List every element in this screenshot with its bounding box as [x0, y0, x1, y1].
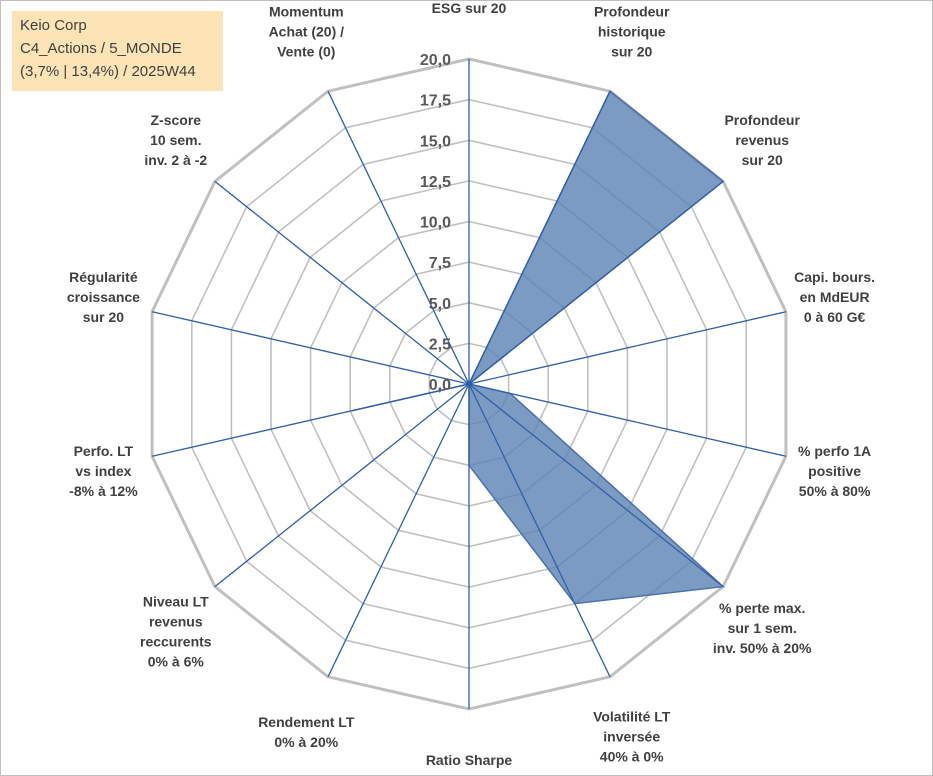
axis-spoke [468, 311, 787, 385]
axis-label-line: 0% à 20% [274, 734, 338, 750]
tick-label: 15,0 [420, 133, 451, 150]
tick-label: 2,5 [429, 336, 451, 353]
axis-label-line: Z-score [151, 112, 202, 128]
axis-spoke [214, 180, 470, 385]
axis-label-line: Niveau LT [143, 594, 209, 610]
axis-spoke [468, 383, 611, 678]
axis-label: Rendement LT 0% à 20% [258, 714, 355, 750]
tick-label: 10,0 [420, 215, 451, 232]
axis-spoke [468, 383, 787, 457]
axis-label-line: sur 1 sem. [728, 620, 797, 636]
axis-label-line: ESG sur 20 [432, 1, 507, 16]
axis-label: NoteESG sur 20 [432, 1, 507, 16]
radar-spokes [151, 59, 787, 709]
axis-label-line: 0 à 60 G€ [804, 309, 866, 325]
axis-label: Régularité croissance sur 20 [67, 269, 140, 325]
axis-label-line: -8% à 12% [69, 483, 138, 499]
axis-label-line: historique [598, 23, 666, 39]
axis-spoke [214, 383, 470, 588]
axis-label-line: Régularité [69, 269, 138, 285]
axis-label-line: Rendement LT [258, 714, 355, 730]
axis-label-line: croissance [67, 289, 140, 305]
axis-label-line: en MdEUR [800, 289, 870, 305]
axis-label: Profondeur revenus sur 20 [724, 112, 800, 168]
axis-label: % perte max. sur 1 sem. inv. 50% à 20% [713, 600, 812, 656]
axis-label-line: 40% à 0% [600, 749, 664, 765]
title-category: C4_Actions / 5_MONDE [20, 40, 182, 57]
axis-label-line: vs index [75, 463, 131, 479]
axis-label-line: 50% à 80% [799, 483, 871, 499]
axis-label-line: sur 20 [611, 43, 652, 59]
axis-label-line: reccurents [140, 634, 212, 650]
axis-label: % perfo 1A positive 50% à 80% [798, 443, 871, 499]
axis-label-line: Capi. bours. [794, 269, 875, 285]
radar-tick-labels: 0,0 2,5 5,0 7,5 10,0 12,5 15,0 17,5 20,0 [420, 52, 451, 394]
axis-label-line: Momentum [269, 3, 344, 19]
axis-label-line: Vente (0) [277, 43, 335, 59]
radar-axis-labels: NoteESG sur 20 Profondeur historique sur 20… [67, 1, 875, 775]
axis-spoke [468, 180, 724, 385]
axis-label-line: 0% à 6% [148, 654, 205, 670]
axis-label-line: revenus [735, 132, 789, 148]
axis-label: Profondeur historique sur 20 [594, 3, 670, 59]
tick-label: 17,5 [420, 93, 451, 110]
tick-label: 20,0 [420, 52, 451, 69]
axis-label-line: inv. 50% à 20% [713, 640, 812, 656]
axis-label-line: positive [808, 463, 861, 479]
axis-label-line: revenus [149, 614, 203, 630]
axis-label-line: Ratio Sharpe [426, 752, 513, 768]
axis-label: Momentum Achat (20) / Vente (0) [269, 3, 345, 59]
axis-spoke [151, 383, 470, 457]
axis-label-line: sur 20 [83, 309, 124, 325]
axis-spoke [468, 90, 611, 385]
title-stats: (3,7% | 13,4%) / 2025W44 [20, 63, 196, 80]
axis-label-line: Profondeur [594, 3, 670, 19]
tick-label: 0,0 [429, 377, 451, 394]
axis-label: Volatilité LT inversée 40% à 0% [593, 709, 671, 765]
axis-label-line: inv. 2 à -2 [144, 152, 207, 168]
axis-label-line: 0 à 1 [453, 772, 484, 775]
axis-spoke [327, 383, 470, 678]
tick-label: 7,5 [429, 255, 451, 272]
axis-label-line: Achat (20) / [269, 23, 345, 39]
axis-label-line: Volatilité LT [593, 709, 671, 725]
axis-label: Ratio Sharpe 0 à 1 [426, 752, 513, 775]
tick-label: 12,5 [420, 174, 451, 191]
axis-label-line: 10 sem. [150, 132, 201, 148]
axis-label-line: sur 20 [742, 152, 783, 168]
axis-label: Z-score 10 sem. inv. 2 à -2 [144, 112, 207, 168]
title-company: Keio Corp [20, 17, 87, 34]
axis-label-line: inversée [603, 729, 660, 745]
axis-label: Capi. bours. en MdEUR 0 à 60 G€ [794, 269, 875, 325]
axis-spoke [327, 90, 470, 385]
axis-label-line: Perfo. LT [74, 443, 134, 459]
axis-label-line: % perte max. [719, 600, 805, 616]
axis-spoke [151, 311, 470, 385]
tick-label: 5,0 [429, 296, 451, 313]
axis-spoke [468, 383, 724, 588]
axis-label: Niveau LT revenus reccurents 0% à 6% [140, 594, 212, 670]
axis-label-line: % perfo 1A [798, 443, 871, 459]
axis-label: Perfo. LT vs index -8% à 12% [69, 443, 138, 499]
axis-label-line: Profondeur [724, 112, 800, 128]
chart-title-box: Keio Corp C4_Actions / 5_MONDE (3,7% | 1… [12, 11, 223, 91]
